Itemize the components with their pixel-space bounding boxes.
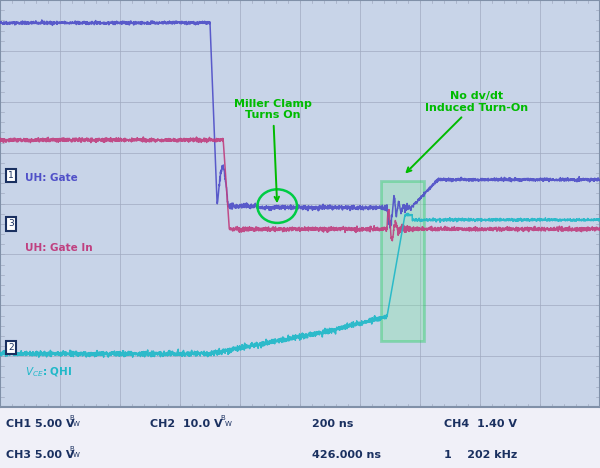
Text: 1: 1 xyxy=(8,171,14,180)
Text: No dv/dt
Induced Turn-On: No dv/dt Induced Turn-On xyxy=(407,91,529,172)
Text: 3: 3 xyxy=(8,219,14,228)
Text: UH: Gate: UH: Gate xyxy=(25,173,78,183)
Text: $V_{CE}$: QHI: $V_{CE}$: QHI xyxy=(25,366,73,380)
Text: CH1 5.00 V: CH1 5.00 V xyxy=(6,419,74,429)
Text: CH4  1.40 V: CH4 1.40 V xyxy=(444,419,517,429)
Text: Miller Clamp
Turns On: Miller Clamp Turns On xyxy=(234,99,312,201)
Text: B: B xyxy=(69,415,74,421)
Text: 2: 2 xyxy=(8,343,14,352)
Text: 1    202 kHz: 1 202 kHz xyxy=(444,450,517,460)
Text: W: W xyxy=(73,421,80,427)
Text: 426.000 ns: 426.000 ns xyxy=(312,450,381,460)
Text: CH2  10.0 V: CH2 10.0 V xyxy=(150,419,223,429)
Text: W: W xyxy=(225,421,232,427)
Text: W: W xyxy=(73,452,80,458)
Text: 200 ns: 200 ns xyxy=(312,419,353,429)
Bar xyxy=(381,181,424,341)
Text: B: B xyxy=(69,446,74,452)
Text: UH: Gate In: UH: Gate In xyxy=(25,243,93,253)
Text: CH3 5.00 V: CH3 5.00 V xyxy=(6,450,74,460)
Text: B: B xyxy=(221,415,226,421)
